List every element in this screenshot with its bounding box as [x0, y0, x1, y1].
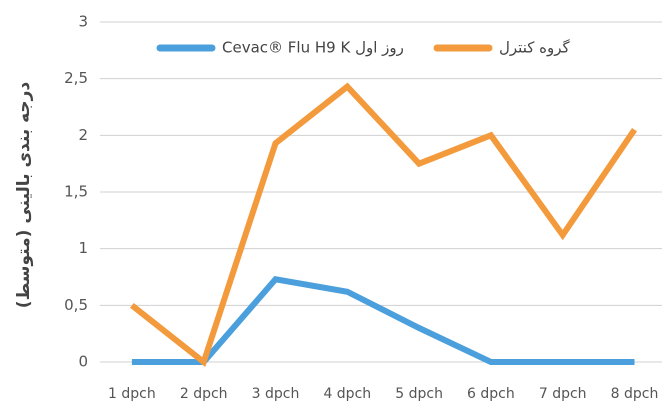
- y-tick-label: 0,5: [64, 296, 88, 314]
- series-line: [131, 276, 635, 365]
- y-tick-label: 2,5: [64, 69, 88, 87]
- y-tick-label: 1,5: [64, 183, 88, 201]
- x-tick-label: 5 dpch: [395, 386, 443, 402]
- x-tick-label: 4 dpch: [323, 386, 371, 402]
- y-axis-label: درجه بندی بالینی (متوسط): [14, 82, 34, 309]
- legend-label: Cevac® Flu H9 K روز اول: [222, 39, 404, 57]
- x-tick-label: 2 dpch: [180, 386, 228, 402]
- y-tick-label: 3: [78, 13, 88, 31]
- x-tick-label: 8 dpch: [611, 386, 659, 402]
- x-tick-label: 6 dpch: [467, 386, 515, 402]
- legend-label: گروه کنترل: [499, 39, 571, 57]
- y-tick-label: 2: [78, 126, 88, 144]
- series-line: [130, 82, 637, 368]
- x-tick-label: 7 dpch: [539, 386, 587, 402]
- y-tick-label: 1: [78, 239, 88, 257]
- x-tick-label: 1 dpch: [108, 386, 156, 402]
- x-tick-label: 3 dpch: [252, 386, 300, 402]
- y-tick-label: 0: [78, 353, 88, 371]
